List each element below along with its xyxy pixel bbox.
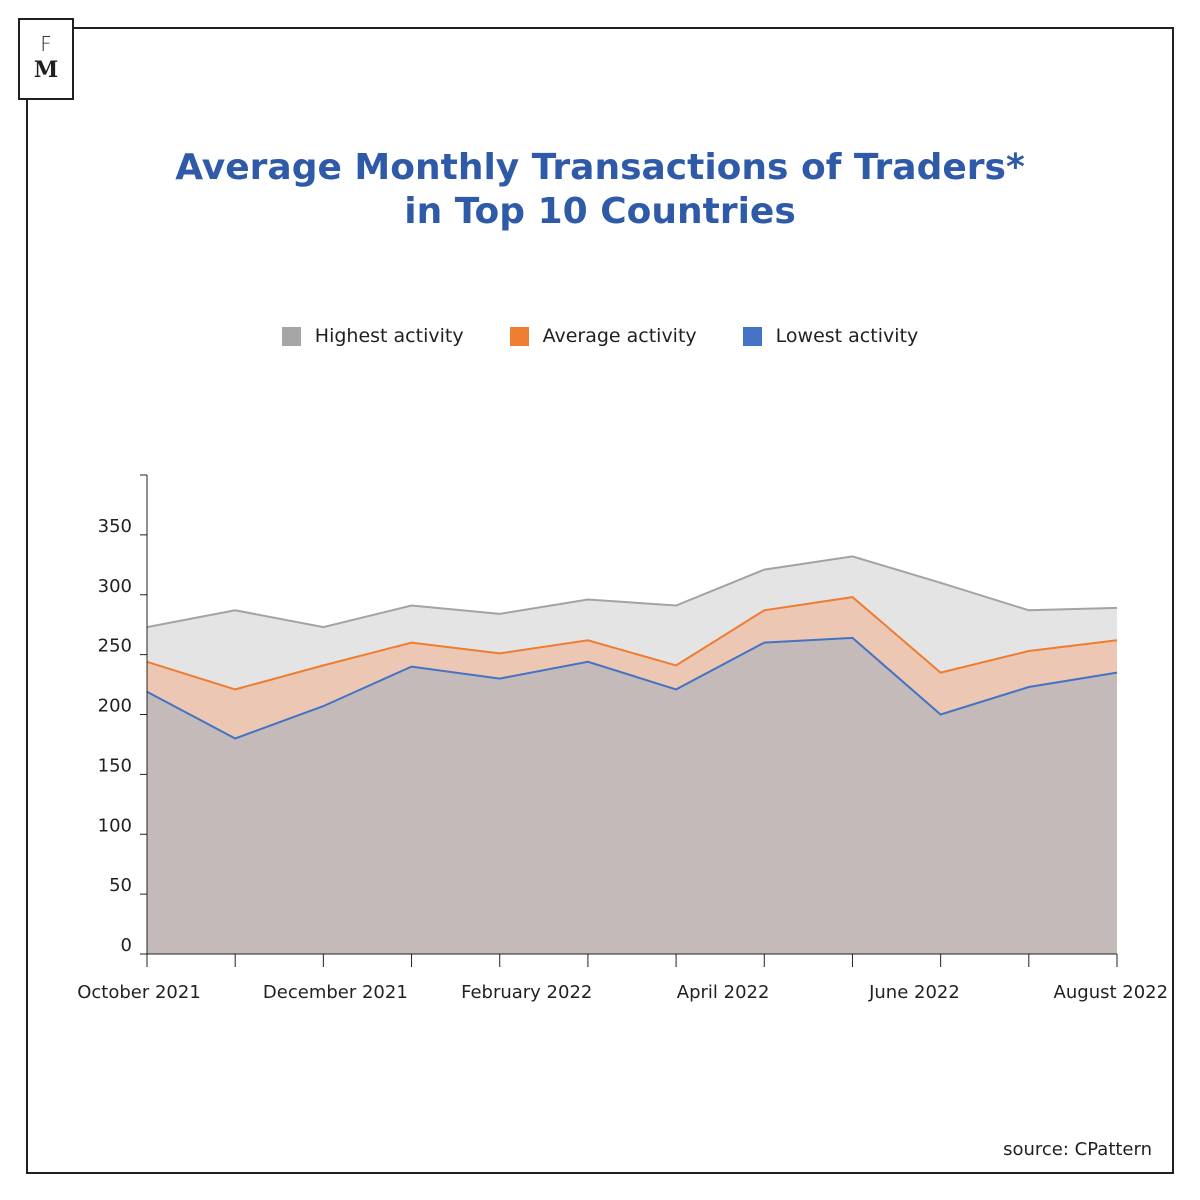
legend-swatch-lowest — [742, 326, 762, 346]
x-tick-label-4: February 2022 — [461, 982, 592, 1003]
line-average — [146, 596, 1118, 691]
chart-frame — [26, 27, 1174, 1174]
x-tick-label-8: June 2022 — [868, 982, 960, 1003]
chart-title-line-1: Average Monthly Transactions of Traders* — [175, 147, 1025, 188]
line-highest — [146, 555, 1118, 629]
logo-letter-f: F — [40, 32, 52, 56]
y-tick-label-200: 200 — [98, 696, 132, 717]
logo-letter-m: M — [33, 57, 59, 83]
chart-title-line-2: in Top 10 Countries — [404, 191, 796, 232]
legend-label-average: Average activity — [542, 325, 697, 347]
y-tick-label-350: 350 — [98, 516, 132, 537]
legend-item-highest: Highest activity — [281, 325, 464, 347]
legend-label-highest: Highest activity — [314, 325, 464, 347]
chart-legend: Highest activity Average activity Lowest… — [0, 325, 1200, 347]
line-lowest — [146, 636, 1118, 740]
y-tick-label-300: 300 — [98, 576, 132, 597]
area-lowest — [147, 637, 1117, 954]
y-tick-label-150: 150 — [98, 755, 132, 776]
x-tick-label-0: October 2021 — [77, 982, 201, 1003]
y-tick-label-50: 50 — [109, 875, 132, 896]
y-tick-label-0: 0 — [121, 935, 132, 956]
legend-swatch-average — [509, 326, 529, 346]
legend-item-average: Average activity — [509, 325, 697, 347]
legend-label-lowest: Lowest activity — [775, 325, 919, 347]
legend-swatch-highest — [281, 326, 301, 346]
y-tick-label-250: 250 — [98, 636, 132, 657]
chart-title: Average Monthly Transactions of Traders*… — [0, 146, 1200, 234]
plot-area: 0 50 100 150 200 250 300 350 October 2021 Decembe… — [77, 474, 1169, 1003]
fm-logo: F M — [18, 18, 74, 100]
x-tick-label-2: December 2021 — [263, 982, 408, 1003]
legend-item-lowest: Lowest activity — [742, 325, 919, 347]
y-tick-label-100: 100 — [98, 815, 132, 836]
x-tick-label-10: August 2022 — [1054, 982, 1169, 1003]
x-tick-label-6: April 2022 — [677, 982, 770, 1003]
source-note: source: CPattern — [1003, 1139, 1152, 1160]
